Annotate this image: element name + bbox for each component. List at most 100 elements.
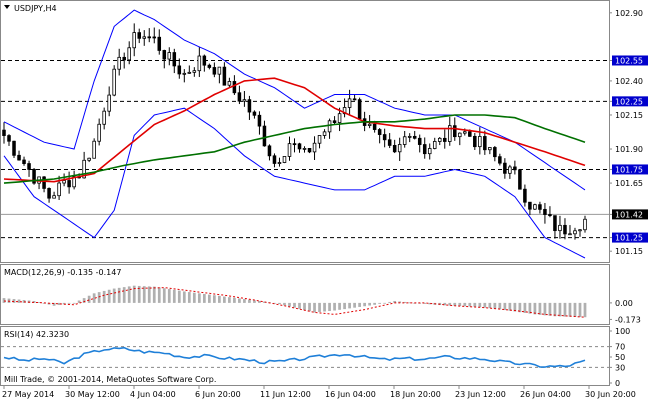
macd-histogram-bar — [378, 302, 382, 304]
macd-histogram-bar — [218, 295, 221, 303]
macd-histogram-bar — [458, 302, 462, 306]
macd-histogram-bar — [132, 285, 136, 303]
candle-body — [503, 162, 507, 174]
candle-body — [17, 154, 21, 161]
macd-histogram-bar — [107, 289, 111, 303]
candle-body — [162, 50, 167, 60]
macd-y-tick-label: -0.173 — [615, 315, 641, 324]
rsi-y-tick-label: 0 — [615, 379, 620, 388]
candle-body — [563, 224, 567, 235]
candle-body — [97, 123, 101, 142]
candle-body — [252, 111, 257, 116]
x-tick-label: 23 Jun 12:00 — [455, 390, 506, 399]
ma-slow-line — [3, 114, 586, 184]
candle-body — [242, 99, 247, 102]
candle-body — [132, 32, 136, 49]
macd-histogram-bar — [408, 302, 412, 304]
x-tick-label: 30 May 12:00 — [65, 390, 120, 399]
macd-histogram-bar — [358, 302, 361, 307]
rsi-title: RSI(14) 42.3230 — [4, 330, 69, 339]
macd-histogram-bar — [368, 302, 371, 306]
candle-body — [202, 55, 207, 66]
candle-body — [407, 135, 412, 138]
y-tick-label: 102.15 — [615, 111, 643, 120]
macd-histogram-bar — [162, 288, 166, 303]
x-tick-label: 30 Jun 20:00 — [585, 390, 636, 399]
macd-signal-line — [3, 287, 586, 318]
macd-histogram-bar — [172, 289, 176, 303]
candle-body — [27, 163, 31, 170]
candle-body — [513, 166, 517, 171]
candle-body — [192, 70, 197, 73]
axes: 102.90 102.55 102.40 102.25 102.15 101.90 101.… — [2, 9, 648, 399]
candle-body — [397, 144, 402, 153]
symbol-dropdown-icon[interactable] — [4, 5, 10, 9]
candle-body — [187, 71, 192, 74]
macd-histogram-bar — [443, 302, 447, 306]
macd-histogram-bar — [72, 302, 76, 304]
macd-histogram-bar — [253, 300, 256, 303]
candle-body — [533, 204, 537, 210]
macd-histogram-bar — [223, 296, 226, 303]
macd-histogram-bar — [62, 302, 66, 305]
candle-body — [7, 135, 11, 142]
candle-body — [442, 137, 447, 142]
price-pane[interactable] — [1, 9, 609, 259]
price-tag-label: 102.25 — [615, 97, 643, 106]
candle-body — [578, 229, 582, 232]
y-tick-label: 101.90 — [615, 145, 643, 154]
macd-histogram-bar — [363, 302, 366, 307]
candle-body — [573, 230, 577, 235]
candle-body — [197, 55, 202, 72]
candle-body — [292, 143, 297, 146]
macd-histogram-bar — [403, 301, 407, 303]
macd-pane[interactable] — [2, 285, 587, 318]
candle-body — [32, 168, 36, 184]
candle-body — [122, 56, 126, 61]
y-tick-label: 101.65 — [615, 179, 643, 188]
candle-body — [417, 137, 422, 145]
macd-histogram-bar — [127, 286, 131, 303]
candle-body — [422, 144, 427, 155]
macd-histogram-bar — [228, 297, 231, 303]
candle-body — [508, 166, 512, 174]
candle-body — [342, 107, 347, 115]
candle-body — [82, 159, 86, 179]
candle-body — [222, 66, 227, 86]
macd-histogram-bar — [197, 293, 201, 303]
macd-histogram-bar — [52, 302, 56, 306]
macd-histogram-bar — [32, 300, 36, 303]
macd-y-tick-label: 0.00 — [615, 299, 633, 308]
candle-body — [227, 81, 232, 86]
candle-body — [312, 142, 317, 153]
candle-body — [257, 114, 262, 127]
macd-histogram-bar — [338, 302, 341, 310]
candle-body — [357, 99, 362, 120]
candle-body — [67, 180, 71, 188]
macd-histogram-bar — [498, 302, 502, 310]
macd-histogram-bar — [328, 302, 331, 312]
macd-histogram-bar — [233, 297, 236, 303]
candle-body — [117, 56, 121, 70]
macd-histogram-bar — [573, 302, 577, 317]
macd-histogram-bar — [463, 302, 467, 307]
x-tick-label: 11 Jun 12:00 — [260, 390, 311, 399]
candle-body — [372, 123, 377, 130]
candle-body — [488, 147, 492, 151]
macd-histogram-bar — [207, 294, 211, 303]
macd-histogram-bar — [147, 286, 151, 303]
x-tick-label: 16 Jun 04:00 — [325, 390, 376, 399]
candle-body — [147, 36, 152, 39]
macd-histogram-bar — [388, 301, 392, 303]
macd-histogram-bar — [513, 302, 517, 312]
macd-histogram-bar — [122, 287, 126, 303]
candle-body — [427, 148, 432, 155]
candle-body — [272, 155, 277, 164]
macd-pane-frame — [0, 264, 610, 325]
candle-body — [432, 141, 437, 149]
rsi-pane[interactable] — [1, 346, 609, 368]
rsi-pane-frame — [0, 326, 610, 386]
candle-body — [282, 156, 287, 163]
candle-body — [322, 131, 327, 136]
